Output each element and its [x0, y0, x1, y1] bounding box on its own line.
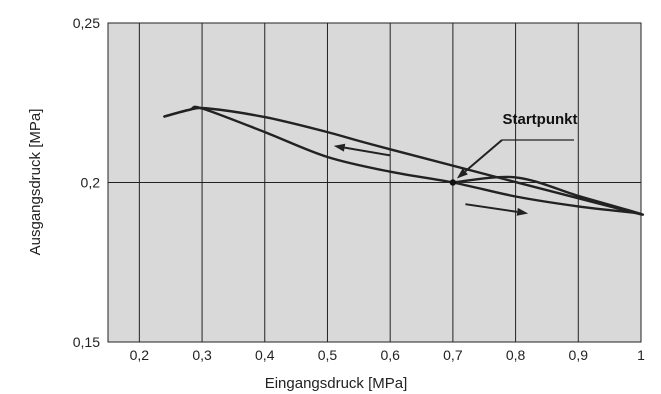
x-tick-label: 0,2: [130, 347, 150, 363]
x-tick-labels: 0,2 0,3 0,4 0,5 0,6 0,7 0,8 0,9 1: [130, 347, 645, 363]
x-tick-label: 0,9: [569, 347, 589, 363]
start-point-marker: [449, 179, 457, 186]
curve-series-1: [163, 105, 636, 214]
x-tick-label: 0,6: [380, 347, 400, 363]
direction-arrow: [465, 203, 529, 216]
y-tick-label: 0,15: [73, 334, 100, 350]
curves: [163, 105, 645, 216]
x-tick-label: 0,8: [506, 347, 526, 363]
startpunkt-label: Startpunkt: [503, 111, 578, 128]
x-tick-label: 0,5: [318, 347, 338, 363]
direction-arrows: [333, 143, 529, 216]
x-tick-label: 0,7: [443, 347, 463, 363]
x-tick-label: 1: [637, 347, 645, 363]
x-tick-label: 0,3: [192, 347, 212, 363]
y-tick-labels: 0,15 0,2 0,25: [73, 15, 100, 350]
x-tick-label: 0,4: [255, 347, 275, 363]
direction-arrow: [333, 143, 391, 157]
y-tick-label: 0,2: [81, 175, 101, 191]
annotations: Startpunkt: [449, 111, 578, 186]
leader-arrow: [456, 139, 503, 179]
x-axis-label: Eingangsdruck [MPa]: [265, 375, 408, 392]
y-tick-label: 0,25: [73, 15, 100, 31]
y-axis-label: Ausgangsdruck [MPa]: [27, 109, 44, 256]
